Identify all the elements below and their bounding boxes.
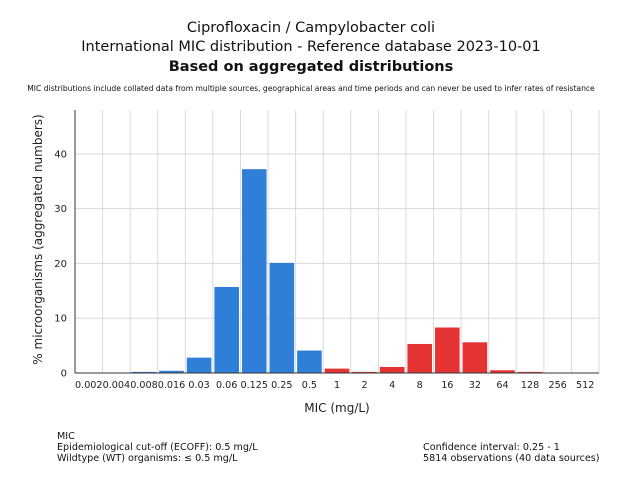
bar: [490, 370, 515, 373]
mic-distribution-chart: 0 10 20 30 40 0.002 0.004 0.008 0.016 0.03 0.06 0.1…: [31, 110, 600, 415]
x-axis-title: MIC (mg/L): [304, 401, 369, 415]
footer-observations: 5814 observations (40 data sources): [423, 453, 600, 464]
x-tick-label: 0.008: [130, 380, 157, 391]
footer-confidence: Confidence interval: 0.25 - 1: [423, 442, 560, 453]
x-tick-label: 0.002: [75, 380, 102, 391]
x-tick-label: 0.125: [241, 380, 268, 391]
x-tick-label: 32: [469, 380, 481, 391]
x-tick-label: 0.004: [103, 380, 130, 391]
bar: [324, 368, 350, 373]
bar: [379, 366, 405, 373]
x-tick-label: 1: [334, 380, 340, 391]
bar: [269, 262, 295, 373]
bar: [352, 371, 377, 373]
bar: [241, 169, 267, 373]
y-tick-label: 0: [61, 369, 67, 380]
chart-title-line1: Ciprofloxacin / Campylobacter coli: [186, 20, 436, 36]
footer-right: Confidence interval: 0.25 - 1 5814 obser…: [423, 442, 600, 464]
x-tick-label: 0.06: [216, 380, 237, 391]
x-tick-label: 4: [389, 380, 395, 391]
bar: [214, 286, 239, 373]
y-axis-title: % microorganisms (aggregated numbers): [31, 114, 45, 364]
x-tick-label: 0.5: [302, 380, 317, 391]
x-tick-label: 0.016: [158, 380, 185, 391]
chart-title-line2: International MIC distribution - Referen…: [81, 39, 541, 55]
footer-left: MIC Epidemiological cut-off (ECOFF): 0.5…: [57, 431, 258, 464]
disclaimer-note: MIC distributions include collated data …: [27, 84, 595, 93]
y-tick-label: 10: [54, 314, 67, 325]
bar: [131, 371, 157, 373]
x-tick-label: 512: [576, 380, 594, 391]
x-tick-label: 0.03: [188, 380, 209, 391]
chart-title-line3: Based on aggregated distributions: [168, 59, 454, 75]
bar: [159, 370, 184, 373]
bar: [462, 342, 488, 373]
x-tick-label: 8: [417, 380, 423, 391]
footer-mic-label: MIC: [57, 431, 75, 442]
footer-wildtype: Wildtype (WT) organisms: ≤ 0.5 mg/L: [57, 453, 238, 464]
bar: [435, 327, 460, 373]
y-tick-label: 20: [54, 259, 67, 270]
bar: [407, 343, 433, 373]
x-tick-label: 128: [521, 380, 539, 391]
bar: [297, 350, 322, 373]
x-tick-label: 0.25: [271, 380, 292, 391]
y-tick-label: 30: [54, 204, 67, 215]
x-tick-label: 16: [441, 380, 453, 391]
bar: [517, 371, 543, 373]
x-tick-label: 256: [548, 380, 566, 391]
x-tick-label: 64: [496, 380, 508, 391]
y-tick-label: 40: [54, 149, 67, 160]
bar: [186, 357, 212, 373]
x-tick-label: 2: [362, 380, 368, 391]
footer-ecoff: Epidemiological cut-off (ECOFF): 0.5 mg/…: [57, 442, 258, 453]
